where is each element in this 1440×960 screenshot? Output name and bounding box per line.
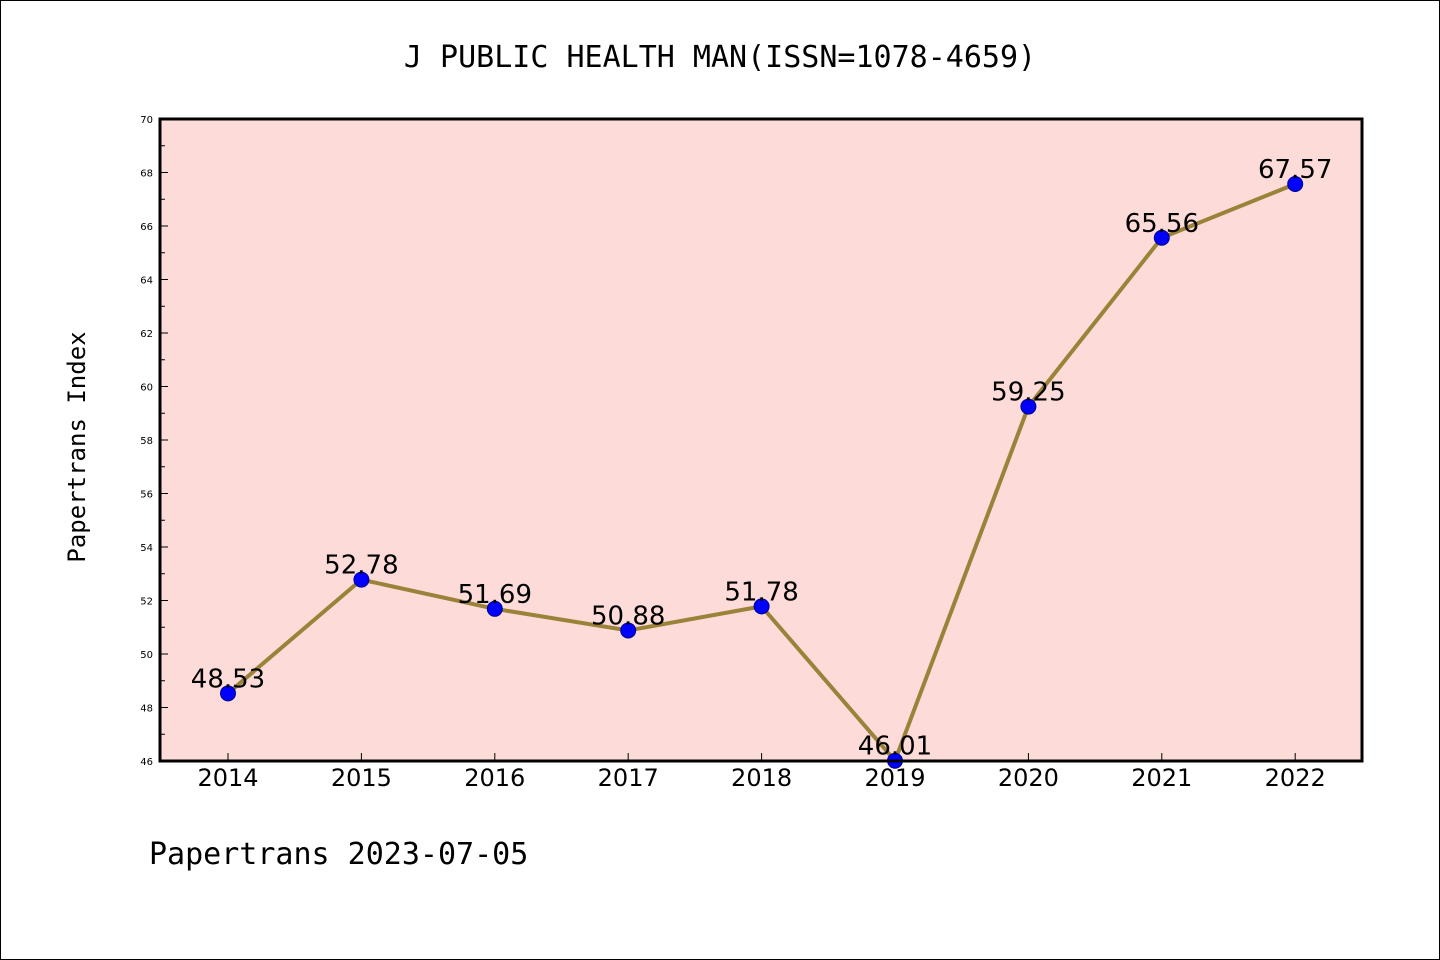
y-tick-label: 66 <box>140 222 153 233</box>
y-tick-label: 60 <box>140 383 153 394</box>
x-axis: 2014 2015 2016 2017 2018 2019 2020 2021 2022 <box>197 753 1326 792</box>
data-label: 59.25 <box>991 378 1065 408</box>
y-tick-label: 64 <box>140 276 153 287</box>
data-label: 67.57 <box>1258 155 1332 185</box>
y-tick-label: 46 <box>140 757 153 768</box>
y-tick-label: 52 <box>140 597 153 608</box>
data-label: 46.01 <box>858 732 932 762</box>
data-label: 65.56 <box>1125 209 1199 239</box>
data-point-marker <box>353 571 370 588</box>
x-tick-label: 2014 <box>197 764 258 792</box>
x-tick-label: 2016 <box>464 764 525 792</box>
footer-watermark: Papertrans 2023-07-05 <box>149 837 528 872</box>
plot-border <box>158 117 1364 763</box>
x-tick-label: 2018 <box>731 764 792 792</box>
y-tick-label: 58 <box>140 436 153 447</box>
data-label: 48.53 <box>191 664 265 694</box>
y-tick-label: 50 <box>140 650 153 661</box>
data-labels: 48.53 52.78 51.69 50.88 51.78 46.01 59.25 65.56… <box>191 155 1333 762</box>
x-tick-label: 2021 <box>1131 764 1192 792</box>
y-tick-label: 68 <box>140 169 153 180</box>
data-point-marker <box>620 622 637 639</box>
x-tick-label: 2022 <box>1265 764 1326 792</box>
data-point-marker <box>220 685 236 702</box>
y-tick-label: 62 <box>140 329 153 340</box>
data-point-marker <box>1153 229 1170 246</box>
y-tick-label: 48 <box>140 704 153 715</box>
y-axis-label: Papertrans Index <box>63 331 91 562</box>
x-tick-label: 2020 <box>998 764 1059 792</box>
x-tick-label: 2017 <box>598 764 659 792</box>
data-point-marker <box>1020 398 1037 415</box>
data-point-marker <box>1287 176 1304 193</box>
y-tick-label: 56 <box>140 490 153 501</box>
plot-area <box>160 119 1362 761</box>
chart-title: J PUBLIC HEALTH MAN(ISSN=1078-4659) <box>404 40 1036 75</box>
data-label: 51.69 <box>458 580 532 610</box>
data-label: 52.78 <box>324 551 398 581</box>
data-label: 51.78 <box>724 577 798 607</box>
data-label: 50.88 <box>591 601 665 631</box>
data-point-marker <box>486 600 503 617</box>
y-tick-label: 54 <box>140 543 153 554</box>
y-tick-label: 70 <box>140 115 153 126</box>
data-point-marker <box>753 598 770 615</box>
series-papertrans-index <box>220 176 1304 769</box>
x-tick-label: 2015 <box>331 764 392 792</box>
